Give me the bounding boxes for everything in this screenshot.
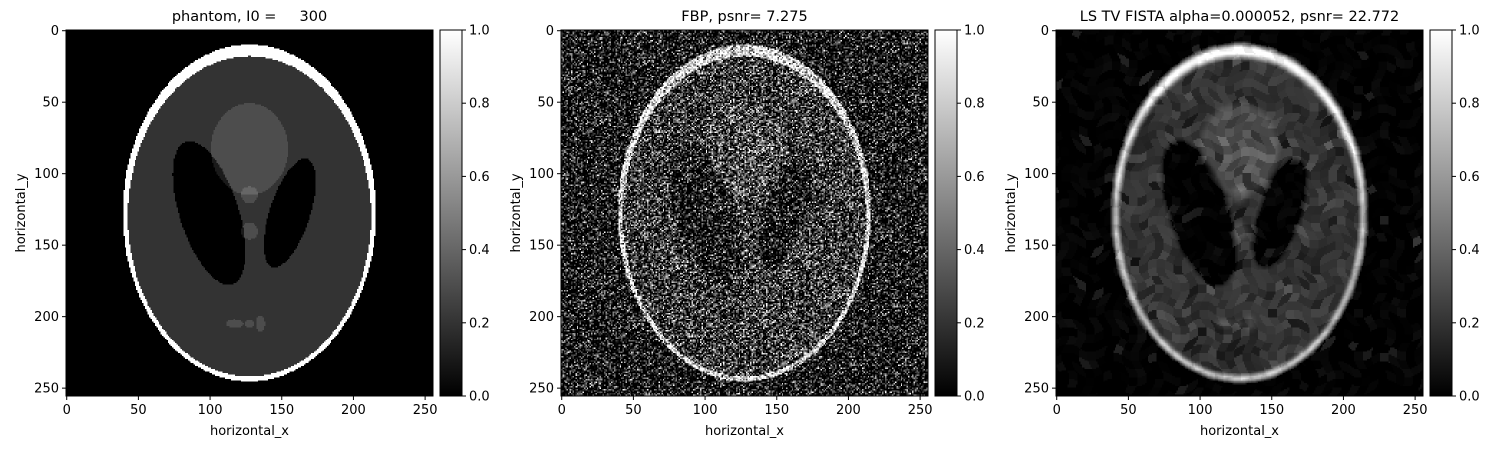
colorbar-tick-label: 0.6 (964, 170, 985, 185)
y-tick-label: 0 (51, 24, 59, 39)
x-tick-label: 250 (1403, 403, 1428, 418)
colorbar-tick-label: 0.4 (1459, 243, 1480, 258)
axes-frame (65, 29, 434, 397)
x-tick-label: 50 (130, 403, 147, 418)
colorbar-tick-label: 0.4 (964, 243, 985, 258)
colorbar-tick-label: 0.2 (469, 316, 490, 331)
y-tick-label: 50 (1032, 96, 1049, 111)
x-tick-label: 100 (693, 403, 718, 418)
panel-fbp: FBP, psnr= 7.275 0 50 100 150 200 250 0 50 100 150… (509, 9, 985, 439)
y-axis-label: horizontal_y (1004, 173, 1019, 252)
colorbar-tick-label: 0.6 (1459, 170, 1480, 185)
y-tick-label: 200 (34, 310, 59, 325)
x-tick-label: 50 (1120, 403, 1137, 418)
y-tick-label: 0 (1041, 24, 1049, 39)
colorbar-tick-label: 0.0 (964, 390, 985, 405)
panel-tv: LS TV FISTA alpha=0.000052, psnr= 22.772… (1004, 9, 1480, 439)
colorbar-tick-label: 0.8 (964, 97, 985, 112)
x-tick-label: 0 (1053, 403, 1061, 418)
axes-frame (1055, 29, 1424, 397)
colorbar (1429, 29, 1453, 397)
colorbar-tick-label: 1.0 (469, 24, 490, 39)
x-tick-label: 200 (341, 403, 366, 418)
colorbar-tick-label: 0.0 (1459, 390, 1480, 405)
x-tick-label: 250 (413, 403, 438, 418)
colorbar (934, 29, 958, 397)
colorbar-tick-label: 1.0 (1459, 24, 1480, 39)
y-tick-label: 250 (1024, 382, 1049, 397)
image-phantom (66, 30, 433, 396)
x-tick-label: 100 (198, 403, 223, 418)
x-tick-label: 0 (63, 403, 71, 418)
x-tick-label: 200 (836, 403, 861, 418)
colorbar-tick-label: 0.4 (469, 243, 490, 258)
colorbar-tick-label: 1.0 (964, 24, 985, 39)
x-axis-label: horizontal_x (210, 424, 289, 439)
y-axis-label: horizontal_y (14, 173, 29, 252)
colorbar (439, 29, 463, 397)
y-tick-label: 150 (529, 239, 554, 254)
y-tick-label: 200 (1024, 310, 1049, 325)
colorbar-tick-label: 0.6 (469, 170, 490, 185)
colorbar-tick-label: 0.2 (964, 316, 985, 331)
x-tick-label: 100 (1188, 403, 1213, 418)
colorbar-tick-label: 0.0 (469, 390, 490, 405)
chart-title: FBP, psnr= 7.275 (681, 9, 807, 25)
colorbar-tick-label: 0.2 (1459, 316, 1480, 331)
y-tick-label: 150 (1024, 239, 1049, 254)
panel-phantom: phantom, I0 = 300 0 50 100 150 200 250 0 50 100 15… (14, 9, 490, 439)
colorbar-tick-label: 0.8 (469, 97, 490, 112)
y-tick-label: 0 (546, 24, 554, 39)
colorbar-tick-label: 0.8 (1459, 97, 1480, 112)
axes-frame (560, 29, 929, 397)
chart-title: LS TV FISTA alpha=0.000052, psnr= 22.772 (1080, 9, 1400, 25)
image-tv (1056, 30, 1423, 396)
x-tick-label: 150 (1259, 403, 1284, 418)
x-tick-label: 250 (908, 403, 933, 418)
y-tick-label: 200 (529, 310, 554, 325)
x-tick-label: 0 (558, 403, 566, 418)
y-tick-label: 150 (34, 239, 59, 254)
x-tick-label: 150 (764, 403, 789, 418)
y-axis-label: horizontal_y (509, 173, 524, 252)
y-tick-label: 100 (1024, 167, 1049, 182)
chart-title: phantom, I0 = 300 (172, 9, 327, 25)
x-tick-label: 200 (1331, 403, 1356, 418)
x-axis-label: horizontal_x (1200, 424, 1279, 439)
image-fbp (561, 30, 928, 396)
y-tick-label: 250 (529, 382, 554, 397)
x-tick-label: 50 (625, 403, 642, 418)
y-tick-label: 100 (529, 167, 554, 182)
y-tick-label: 250 (34, 382, 59, 397)
y-tick-label: 50 (537, 96, 554, 111)
y-tick-label: 50 (42, 96, 59, 111)
x-tick-label: 150 (269, 403, 294, 418)
y-tick-label: 100 (34, 167, 59, 182)
x-axis-label: horizontal_x (705, 424, 784, 439)
